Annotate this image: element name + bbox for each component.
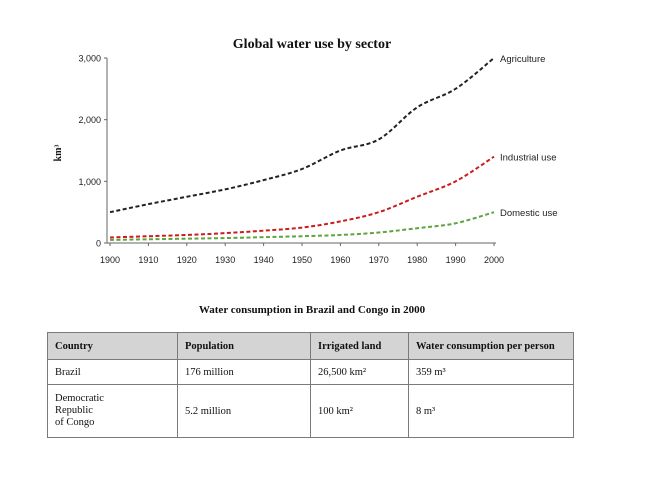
- series-line-domestic-use: [109, 211, 495, 241]
- x-tick-label: 1910: [138, 255, 158, 265]
- table-row: Brazil 176 million 26,500 km² 359 m³: [47, 359, 574, 385]
- header-population: Population: [177, 332, 311, 360]
- series-line-industrial-use: [109, 155, 495, 239]
- cell-water-consumption: 8 m³: [408, 384, 574, 438]
- x-tick-label: 1990: [446, 255, 466, 265]
- table-row: Democratic Republic of Congo 5.2 million…: [47, 384, 574, 438]
- x-tick-label: 1900: [100, 255, 120, 265]
- cell-country: Democratic Republic of Congo: [47, 384, 178, 438]
- x-tick-label: 1980: [407, 255, 427, 265]
- cell-country: Brazil: [47, 359, 178, 385]
- header-irrigated-land: Irrigated land: [310, 332, 409, 360]
- water-use-chart: Global water use by sector km³ 0 1,000 2,0…: [53, 37, 558, 265]
- table-title: Water consumption in Brazil and Congo in…: [198, 304, 426, 316]
- x-tick-label: 1950: [292, 255, 312, 265]
- header-country: Country: [47, 332, 178, 360]
- y-axis-ticks: 0 1,000 2,000 3,000: [78, 54, 107, 249]
- cell-irrigated-land: 100 km²: [310, 384, 409, 438]
- chart-title: Global water use by sector: [233, 37, 391, 52]
- y-tick-label: 0: [96, 239, 101, 249]
- x-tick-label: 2000: [484, 255, 504, 265]
- y-tick-label: 1,000: [78, 177, 101, 187]
- series-line-agriculture: [109, 57, 495, 214]
- y-axis-label: km³: [53, 145, 64, 162]
- y-tick-label: 2,000: [78, 115, 101, 125]
- table-header-row: Country Population Irrigated land Water …: [47, 332, 574, 360]
- cell-water-consumption: 359 m³: [408, 359, 574, 385]
- x-tick-label: 1970: [369, 255, 389, 265]
- y-tick-label: 3,000: [78, 54, 101, 64]
- header-water-consumption: Water consumption per person: [408, 332, 574, 360]
- x-tick-label: 1920: [177, 255, 197, 265]
- x-tick-label: 1960: [330, 255, 350, 265]
- consumption-table: Country Population Irrigated land Water …: [47, 332, 574, 438]
- series-lines: [109, 57, 495, 241]
- x-tick-label: 1930: [215, 255, 235, 265]
- series-labels: Agriculture Industrial use Domestic use: [500, 54, 558, 219]
- series-label-domestic-use: Domestic use: [500, 208, 558, 219]
- x-tick-label: 1940: [254, 255, 274, 265]
- cell-population: 176 million: [177, 359, 311, 385]
- cell-irrigated-land: 26,500 km²: [310, 359, 409, 385]
- series-label-agriculture: Agriculture: [500, 54, 545, 65]
- cell-population: 5.2 million: [177, 384, 311, 438]
- x-axis-ticks: 1900 1910 1920 1930 1940 1950 1960 1970 1980 1990…: [100, 243, 504, 265]
- series-label-industrial-use: Industrial use: [500, 153, 557, 164]
